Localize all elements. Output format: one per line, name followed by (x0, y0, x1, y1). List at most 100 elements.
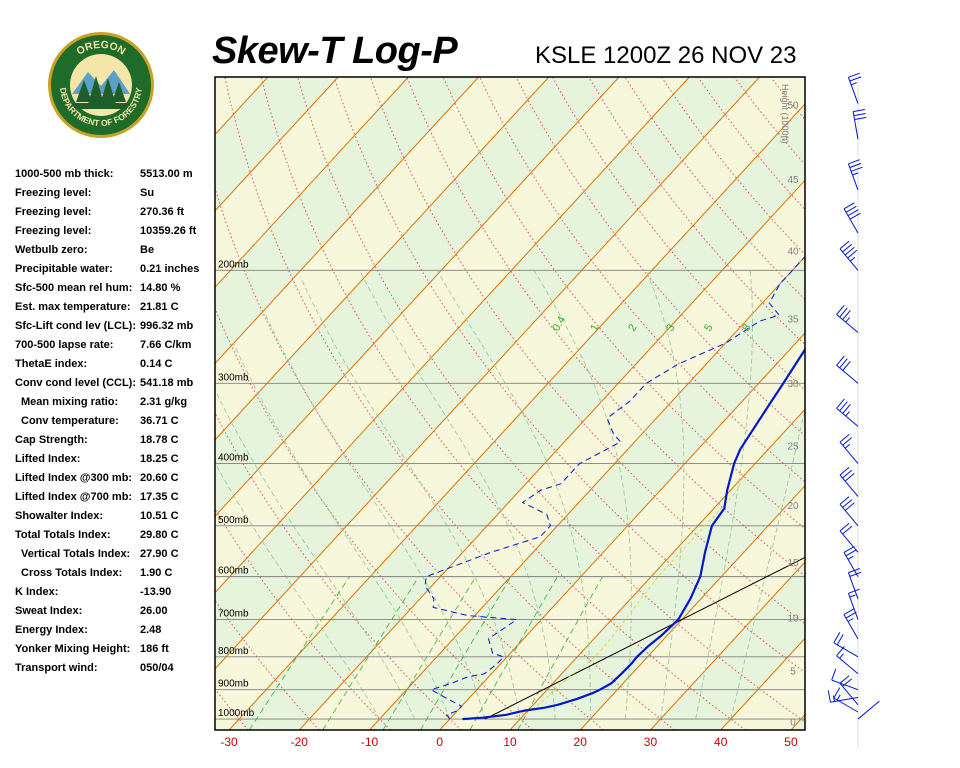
oregon-department-of-forestry-logo: OREGON DEPARTMENT OF FORESTRY (48, 32, 154, 138)
dewpoint-profile-line (424, 255, 805, 720)
pressure-label: 200mb (218, 259, 249, 270)
index-label: ThetaE index: (15, 358, 88, 370)
index-value: 26.00 (140, 605, 168, 617)
index-label: Sweat Index: (15, 605, 83, 617)
moist-adiabat (265, 315, 486, 720)
wind-barb-shape (836, 304, 859, 333)
index-row: Lifted Index @700 mb: 17.35 C (15, 491, 215, 509)
moist-adiabat (533, 270, 632, 720)
pressure-label: 800mb (218, 646, 249, 657)
wind-barb (836, 304, 859, 333)
index-label: Precipitable water: (15, 263, 113, 275)
height-axis-title: Height (1000ft) (780, 84, 790, 144)
index-value: 18.78 C (140, 434, 179, 446)
plot-area (0, 77, 805, 730)
index-value: 541.18 mb (140, 377, 194, 389)
index-value: Su (140, 187, 155, 199)
index-label: Freezing level: (15, 187, 92, 199)
wind-barb-shape (852, 109, 867, 140)
index-value: 21.81 C (140, 301, 179, 313)
x-tick-label: 30 (644, 735, 658, 749)
height-tick-label: 5 (790, 666, 796, 677)
isotherm-band (215, 77, 805, 730)
index-value: 27.90 C (140, 548, 179, 560)
wind-barb (847, 588, 860, 620)
index-label: Freezing level: (15, 206, 92, 218)
index-value: 5513.00 m (140, 168, 193, 180)
dry-adiabat (406, 77, 805, 577)
pressure-label: 500mb (218, 515, 249, 526)
index-value: 2.31 g/kg (140, 396, 188, 408)
index-row: Total Totals Index: 29.80 C (15, 529, 215, 547)
mixing-ratio-line (249, 576, 350, 730)
index-row: Sfc-Lift cond lev (LCL): 996.32 mb (15, 320, 215, 338)
wind-barb-shape (831, 668, 859, 691)
pressure-label: 900mb (218, 679, 249, 690)
isotherm-line (215, 77, 550, 441)
x-tick-label: 40 (714, 735, 728, 749)
moist-adiabat (299, 277, 521, 720)
isotherm-band (0, 77, 127, 730)
height-tick-label: 25 (787, 441, 799, 452)
isotherm-line (509, 408, 805, 730)
index-label: Conv temperature: (21, 415, 119, 427)
index-value: 10359.26 ft (140, 225, 197, 237)
isotherm-line (215, 77, 620, 517)
isotherm-line (369, 255, 805, 730)
height-tick-label: 10 (787, 613, 799, 624)
index-value: 996.32 mb (140, 320, 194, 332)
wind-barb (852, 109, 867, 140)
wind-barb (847, 568, 862, 600)
height-tick-label: 0 (790, 718, 796, 729)
wind-barb-shape (839, 496, 859, 527)
index-value: 0.21 inches (140, 263, 200, 275)
isotherm-line (215, 77, 690, 594)
index-row: Freezing level: Su (15, 187, 215, 205)
index-value: 20.60 C (140, 472, 179, 484)
wind-barb (836, 398, 859, 427)
index-label: Est. max temperature: (15, 301, 131, 313)
index-label: Sfc-Lift cond lev (LCL): (15, 320, 136, 332)
mixing-ratio-label: 8 (740, 322, 753, 333)
index-value: 7.66 C/km (140, 339, 192, 351)
pressure-label: 700mb (218, 609, 249, 620)
index-label: Energy Index: (15, 624, 88, 636)
height-tick-label: 15 (787, 558, 799, 569)
isotherm-line (0, 77, 198, 730)
index-label: Showalter Index: (15, 510, 104, 522)
index-label: K Index: (15, 586, 59, 598)
wind-barb-shape (847, 72, 862, 104)
x-tick-label: -20 (291, 735, 309, 749)
wind-barb-shape (847, 159, 863, 191)
isotherm-line (298, 179, 805, 730)
isotherm-line (0, 77, 57, 730)
wind-barb-shape (836, 398, 859, 427)
wind-barb (827, 690, 859, 703)
dry-adiabat (215, 688, 249, 730)
dry-adiabat (479, 77, 805, 483)
wind-barb-shape (857, 700, 880, 720)
height-tick-label: 30 (787, 379, 799, 390)
index-row: Vertical Totals Index: 27.90 C (15, 548, 215, 566)
wind-barb-shape (839, 522, 859, 553)
mixing-ratio-label: 5 (702, 322, 715, 333)
wind-barb-shape (839, 466, 859, 497)
index-value: 29.80 C (140, 529, 179, 541)
moist-adiabat (215, 462, 380, 720)
x-tick-label: 10 (503, 735, 517, 749)
index-row: Conv cond level (CCL): 541.18 mb (15, 377, 215, 395)
wind-barb-shape (847, 568, 862, 600)
wind-barb (836, 355, 859, 384)
index-row: Cap Strength: 18.78 C (15, 434, 215, 452)
index-label: Freezing level: (15, 225, 92, 237)
index-row: Precipitable water: 0.21 inches (15, 263, 215, 281)
index-value: 10.51 C (140, 510, 179, 522)
dry-adiabat (215, 186, 604, 730)
index-row: Wetbulb zero: Be (15, 244, 215, 262)
index-value: 18.25 C (140, 453, 179, 465)
wind-barb (843, 202, 861, 234)
temperature-profile-line (462, 347, 805, 721)
parcel-profile-line (515, 477, 744, 717)
index-value: 0.14 C (140, 358, 173, 370)
